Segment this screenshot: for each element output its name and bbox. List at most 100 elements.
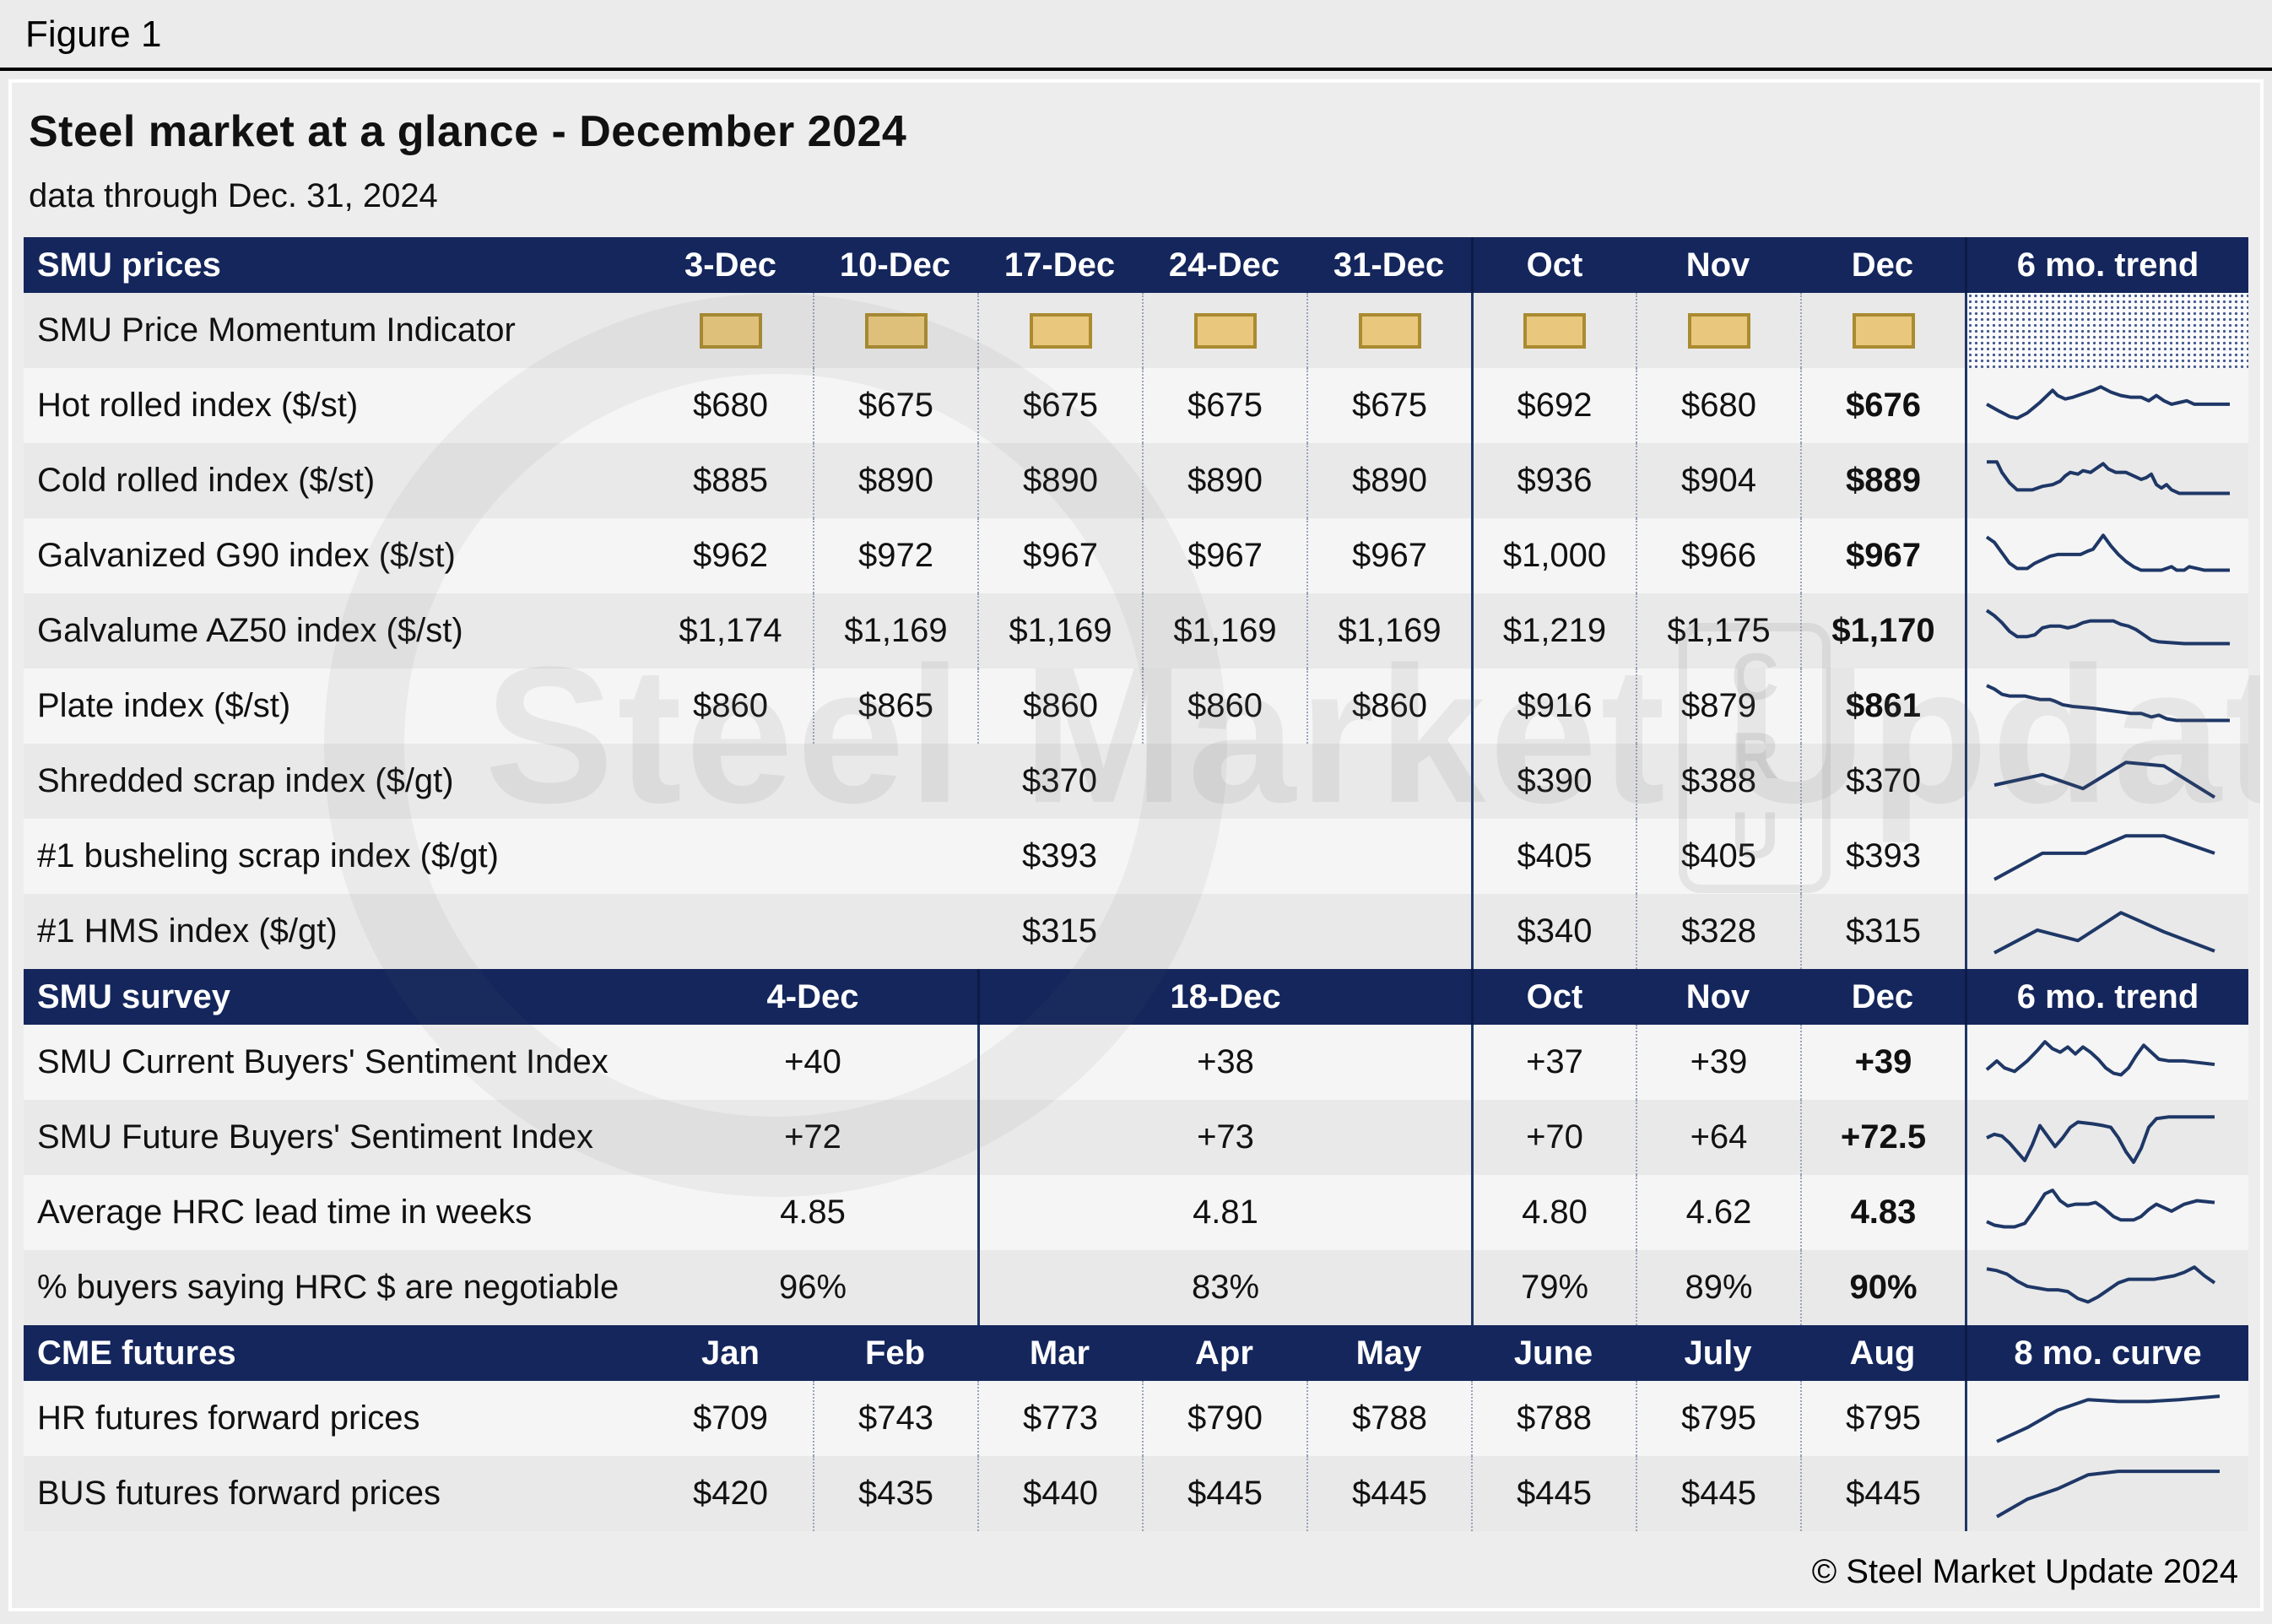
value-cell: 96% bbox=[778, 1269, 847, 1306]
value-cell: $916 bbox=[1471, 669, 1636, 744]
value-cell: $967 bbox=[1306, 518, 1471, 593]
value-cell: $370 bbox=[1800, 744, 1965, 819]
trend-sparkline bbox=[1982, 906, 2235, 958]
value-cell: $890 bbox=[813, 443, 977, 518]
table-row-shredded-scrap: Shredded scrap index ($/gt) $370 $390 $3… bbox=[24, 744, 2248, 819]
table-row-busheling-scrap: #1 busheling scrap index ($/gt) $393 $40… bbox=[24, 819, 2248, 894]
cme-futures-header-row: CME futures Jan Feb Mar Apr May June Jul… bbox=[24, 1325, 2248, 1381]
col-header: Jan bbox=[701, 1334, 760, 1372]
table-row-negotiable: % buyers saying HRC $ are negotiable 96%… bbox=[24, 1250, 2248, 1325]
row-label: Average HRC lead time in weeks bbox=[37, 1194, 533, 1231]
value-cell: $1,169 bbox=[813, 593, 977, 669]
col-header: 3-Dec bbox=[684, 246, 776, 284]
section-title-cme-futures: CME futures bbox=[37, 1334, 236, 1372]
value-cell: $680 bbox=[1636, 368, 1800, 443]
trend-sparkline bbox=[1982, 530, 2235, 582]
value-cell: $904 bbox=[1636, 443, 1800, 518]
col-header: 24-Dec bbox=[1168, 246, 1280, 284]
col-header: Oct bbox=[1471, 969, 1636, 1025]
col-header: Feb bbox=[864, 1334, 926, 1372]
trend-sparkline bbox=[1982, 1037, 2235, 1089]
page-title: Steel market at a glance - December 2024 bbox=[29, 107, 907, 156]
value-cell-merged: $370 bbox=[1022, 762, 1097, 799]
row-label: Galvanized G90 index ($/st) bbox=[37, 537, 456, 574]
table-row-hot-rolled: Hot rolled index ($/st) $680 $675 $675 $… bbox=[24, 368, 2248, 443]
value-cell: $445 bbox=[1306, 1456, 1471, 1531]
value-cell: $680 bbox=[693, 387, 768, 424]
value-cell: $675 bbox=[1142, 368, 1306, 443]
col-header: June bbox=[1513, 1334, 1593, 1372]
figure-card: Steel market at a glance - December 2024… bbox=[8, 79, 2264, 1611]
col-header: Dec bbox=[1851, 246, 1914, 284]
value-cell: $675 bbox=[977, 368, 1142, 443]
value-cell: 4.80 bbox=[1471, 1175, 1636, 1250]
row-label: SMU Current Buyers' Sentiment Index bbox=[37, 1043, 609, 1080]
value-cell: $1,169 bbox=[1306, 593, 1471, 669]
value-cell: $315 bbox=[1800, 894, 1965, 969]
table-row-galvalume: Galvalume AZ50 index ($/st) $1,174 $1,16… bbox=[24, 593, 2248, 669]
value-cell: $788 bbox=[1471, 1381, 1636, 1456]
value-cell: $967 bbox=[1142, 518, 1306, 593]
smu-prices-header-row: SMU prices 3-Dec 10-Dec 17-Dec 24-Dec 31… bbox=[24, 237, 2248, 293]
row-label: BUS futures forward prices bbox=[37, 1475, 441, 1512]
value-cell: $790 bbox=[1142, 1381, 1306, 1456]
value-cell: $440 bbox=[977, 1456, 1142, 1531]
value-cell: $861 bbox=[1800, 669, 1965, 744]
value-cell: $743 bbox=[813, 1381, 977, 1456]
trend-sparkline bbox=[1982, 1262, 2235, 1314]
momentum-indicator-box bbox=[699, 312, 762, 349]
trend-sparkline bbox=[1982, 680, 2235, 733]
momentum-row: SMU Price Momentum Indicator bbox=[24, 293, 2248, 368]
value-cell: $435 bbox=[813, 1456, 977, 1531]
col-header: Oct bbox=[1471, 237, 1636, 293]
col-header: Dec bbox=[1851, 977, 1914, 1015]
col-header: 4-Dec bbox=[766, 977, 859, 1015]
col-header: Aug bbox=[1849, 1334, 1916, 1372]
value-cell: +39 bbox=[1636, 1025, 1800, 1100]
value-cell: $795 bbox=[1636, 1381, 1800, 1456]
table-row-plate: Plate index ($/st) $860 $865 $860 $860 $… bbox=[24, 669, 2248, 744]
value-cell: +64 bbox=[1636, 1100, 1800, 1175]
row-label: Cold rolled index ($/st) bbox=[37, 462, 376, 499]
momentum-indicator-box bbox=[1523, 312, 1586, 349]
curve-col-header: 8 mo. curve bbox=[1965, 1325, 2248, 1381]
trend-sparkline bbox=[1982, 755, 2235, 808]
value-cell: $675 bbox=[813, 368, 977, 443]
value-cell: $445 bbox=[1800, 1456, 1965, 1531]
figure-label: Figure 1 bbox=[25, 14, 162, 55]
trend-sparkline bbox=[1982, 605, 2235, 658]
col-header: Mar bbox=[1029, 1334, 1090, 1372]
value-cell-merged: $315 bbox=[1022, 912, 1097, 950]
value-cell: $972 bbox=[813, 518, 977, 593]
smu-survey-table: SMU survey 4-Dec 18-Dec Oct Nov Dec 6 mo… bbox=[24, 969, 2248, 1325]
value-cell: $967 bbox=[1800, 518, 1965, 593]
value-cell: 4.85 bbox=[780, 1194, 846, 1231]
value-cell: $936 bbox=[1471, 443, 1636, 518]
col-header: Nov bbox=[1685, 246, 1750, 284]
momentum-indicator-box bbox=[1852, 312, 1915, 349]
table-row-bus-futures: BUS futures forward prices $420 $435 $44… bbox=[24, 1456, 2248, 1531]
value-cell: $676 bbox=[1800, 368, 1965, 443]
momentum-indicator-box bbox=[1193, 312, 1257, 349]
value-cell: $879 bbox=[1636, 669, 1800, 744]
value-cell: 4.62 bbox=[1636, 1175, 1800, 1250]
col-header: 10-Dec bbox=[839, 246, 951, 284]
value-cell: +40 bbox=[784, 1043, 841, 1080]
value-cell: $1,000 bbox=[1471, 518, 1636, 593]
table-row-cold-rolled: Cold rolled index ($/st) $885 $890 $890 … bbox=[24, 443, 2248, 518]
value-cell: +70 bbox=[1471, 1100, 1636, 1175]
col-header: 18-Dec bbox=[977, 969, 1471, 1025]
row-label: % buyers saying HRC $ are negotiable bbox=[37, 1269, 619, 1306]
momentum-trend-hatch bbox=[1965, 293, 2248, 368]
row-label: HR futures forward prices bbox=[37, 1399, 420, 1437]
value-cell: 89% bbox=[1636, 1250, 1800, 1325]
trend-sparkline bbox=[1982, 1112, 2235, 1164]
value-cell: $393 bbox=[1800, 819, 1965, 894]
table-row-lead-time: Average HRC lead time in weeks 4.85 4.81… bbox=[24, 1175, 2248, 1250]
value-cell: +73 bbox=[977, 1100, 1471, 1175]
section-title-smu-survey: SMU survey bbox=[37, 977, 230, 1015]
col-header: July bbox=[1684, 1334, 1752, 1372]
momentum-indicator-box bbox=[1029, 312, 1092, 349]
row-label: Shredded scrap index ($/gt) bbox=[37, 762, 454, 799]
value-cell: $420 bbox=[693, 1475, 768, 1512]
